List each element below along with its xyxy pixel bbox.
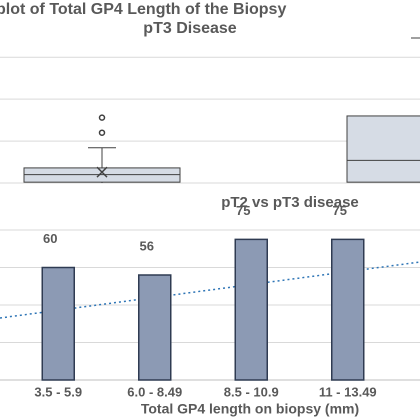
chart-subtitle: pT3 Disease — [143, 20, 236, 37]
outlier — [98, 129, 106, 136]
x-axis-title: Total GP4 length on biopsy (mm) — [141, 401, 359, 417]
bar — [41, 266, 75, 381]
x-tick-label: 8.5 - 10.9 — [224, 384, 279, 399]
chart-title: plot of Total GP4 Length of the Biopsy — [0, 1, 286, 18]
outlier — [98, 114, 106, 121]
x-tick-label: 3.5 - 5.9 — [34, 384, 82, 399]
value-label: 75 — [333, 203, 347, 218]
value-label: 60 — [43, 231, 57, 246]
bar — [331, 238, 365, 381]
bar — [138, 274, 172, 381]
x-tick-label: 11 - 13.49 — [319, 384, 377, 399]
box — [346, 115, 420, 183]
bar — [234, 238, 268, 381]
x-tick-label: 6.0 - 8.49 — [127, 384, 182, 399]
value-label: 75 — [236, 203, 250, 218]
value-label: 56 — [140, 238, 154, 253]
mean-marker — [96, 166, 108, 178]
x-axis-title: pT2 vs pT3 disease — [221, 194, 359, 211]
